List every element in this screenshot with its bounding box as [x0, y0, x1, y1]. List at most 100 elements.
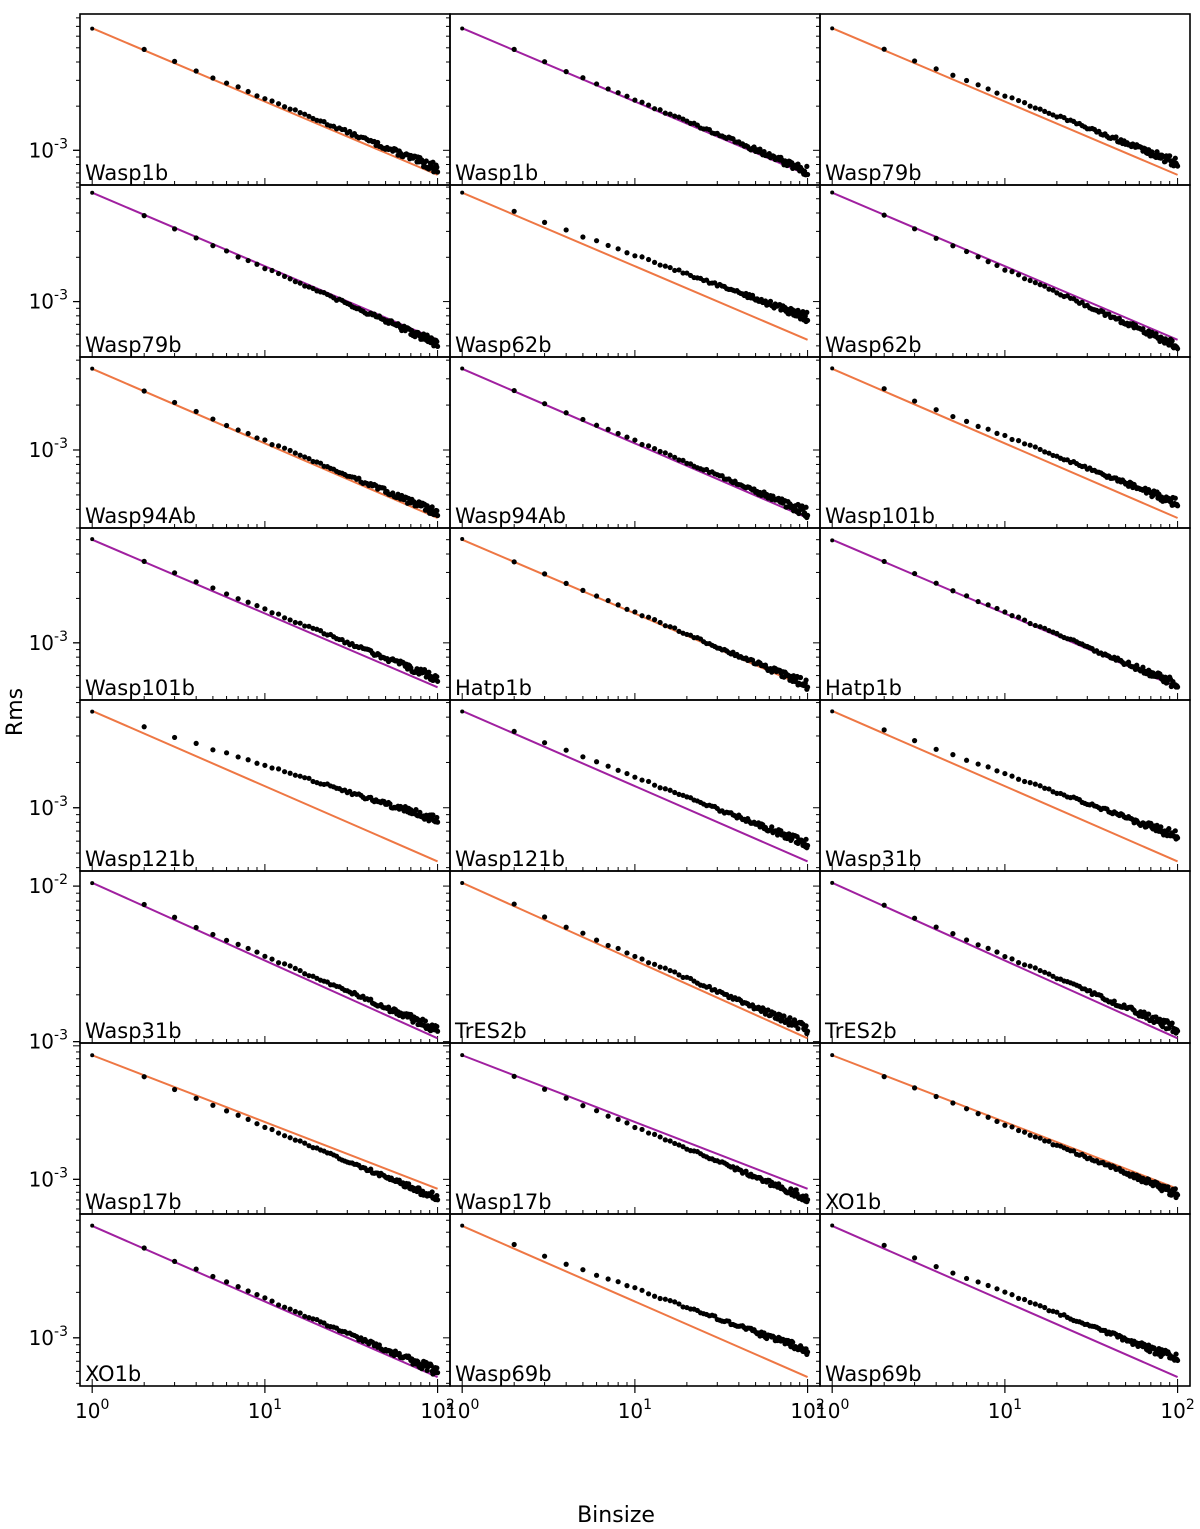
data-point [1032, 444, 1038, 450]
data-point [423, 158, 429, 164]
data-point [781, 1013, 787, 1019]
data-point [306, 775, 312, 781]
data-point [302, 454, 308, 460]
data-point [275, 960, 282, 966]
data-point [347, 128, 353, 135]
data-point [1174, 163, 1181, 169]
panel-label: Wasp62b [825, 333, 922, 357]
panel-plot-area [460, 537, 811, 692]
data-point [639, 99, 645, 105]
data-point [950, 1270, 956, 1276]
data-point [269, 1298, 275, 1304]
data-point [1050, 452, 1056, 459]
panel-label: TrES2b [454, 1019, 527, 1043]
data-point [297, 280, 303, 286]
data-point [460, 1053, 465, 1058]
data-point [281, 961, 288, 967]
panel-hatp1b-11: Hatp1b [813, 527, 1191, 701]
data-point [667, 1138, 673, 1144]
data-point [171, 914, 178, 920]
data-point [434, 1023, 440, 1030]
data-point [963, 77, 970, 84]
data-point [193, 235, 199, 241]
data-point [1042, 785, 1048, 791]
data-point [881, 902, 887, 908]
data-point [306, 455, 312, 462]
model-line [831, 710, 1178, 863]
data-point [171, 399, 178, 406]
data-point [310, 973, 316, 979]
y-tick-label: 10-3 [29, 794, 68, 820]
panel-frame [449, 1213, 821, 1387]
data-point [302, 111, 308, 117]
data-point [306, 284, 312, 290]
data-point [563, 227, 569, 233]
data-point [605, 1113, 611, 1119]
data-point [434, 343, 441, 350]
panel-grid: Wasp1b 10-3 Wasp1b Wasp79b Wasp79b 10-3 Wasp62… [29, 13, 1191, 1387]
panel-label: Wasp121b [85, 847, 195, 871]
data-point [1009, 1292, 1015, 1298]
data-point [292, 1137, 298, 1143]
panel-plot-area [830, 26, 1181, 176]
data-point [1027, 1299, 1033, 1306]
data-point [615, 767, 621, 773]
data-point [297, 620, 303, 626]
data-point [672, 789, 678, 796]
data-point [1037, 1135, 1043, 1141]
data-point [624, 950, 630, 956]
data-point [310, 1316, 316, 1322]
data-point [460, 1223, 465, 1228]
data-point [1042, 1138, 1048, 1144]
data-point [210, 243, 216, 249]
panel-plot-area [460, 190, 811, 341]
panel-plot-area [460, 1223, 811, 1378]
data-point [563, 747, 569, 753]
model-line [91, 1225, 438, 1378]
data-point [292, 450, 298, 456]
data-point [1009, 613, 1015, 619]
data-point [804, 842, 811, 849]
data-point [245, 430, 251, 437]
data-point [90, 537, 95, 542]
data-point [1046, 971, 1052, 977]
y-axis-label: Rms [3, 688, 28, 736]
model-line [461, 710, 808, 863]
data-point [245, 599, 251, 605]
data-point [254, 261, 260, 267]
data-point [541, 59, 548, 65]
data-point [460, 366, 465, 371]
data-point [210, 931, 216, 938]
data-point [1042, 449, 1048, 455]
panel-wasp94ab-7: Wasp94Ab [443, 356, 821, 529]
data-point [676, 628, 682, 634]
panel-wasp101b-9: Wasp101b 10-3 [29, 527, 451, 701]
data-point [963, 1106, 970, 1112]
data-point [460, 26, 465, 31]
model-line [831, 367, 1178, 519]
data-point [645, 256, 652, 263]
data-point [193, 740, 199, 746]
model-line [461, 1054, 808, 1190]
panel-frame [819, 1042, 1191, 1215]
data-point [1037, 446, 1043, 453]
data-point [287, 276, 293, 282]
model-line [831, 191, 1178, 341]
data-point [830, 709, 835, 714]
data-point [254, 1121, 260, 1127]
y-tick-label: 10-3 [29, 1028, 68, 1054]
data-point [680, 116, 686, 122]
data-point [426, 669, 432, 675]
data-point [541, 1253, 548, 1259]
data-point [769, 824, 775, 830]
data-point [1042, 969, 1048, 975]
data-point [262, 762, 268, 768]
y-tick-label: 10-3 [29, 1165, 68, 1191]
data-point [1037, 967, 1043, 974]
data-points [830, 880, 1181, 1036]
data-point [460, 537, 465, 542]
data-point [310, 1145, 316, 1151]
data-point [1140, 664, 1146, 670]
data-point [800, 308, 806, 315]
panel-wasp69b-23: Wasp69b [813, 1213, 1191, 1387]
